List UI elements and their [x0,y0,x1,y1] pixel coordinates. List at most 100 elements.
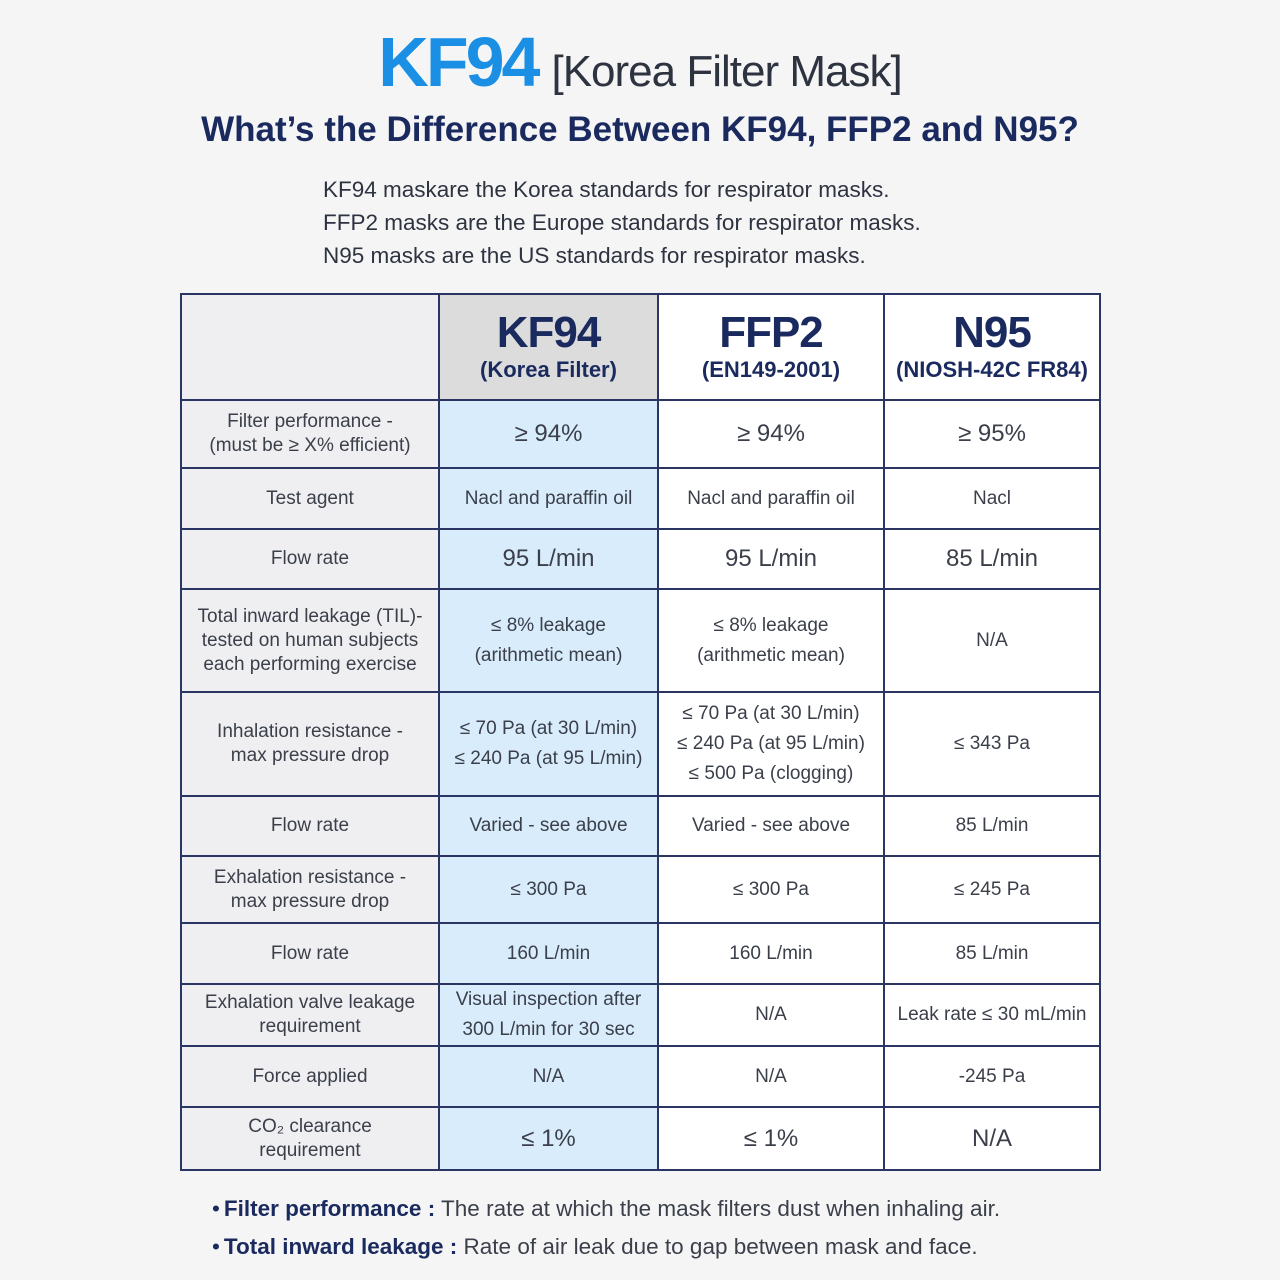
footnote: • Filter performance : The rate at which … [212,1190,1000,1228]
intro-line: KF94 maskare the Korea standards for res… [323,177,890,202]
footnotes: • Filter performance : The rate at which … [212,1190,1000,1266]
cell-value-line: Nacl and paraffin oil [687,487,855,509]
cell-ffp2: 95 L/min [657,528,885,590]
cell-value-line: Leak rate ≤ 30 mL/min [897,1004,1087,1025]
bullet-icon: • [212,1234,220,1259]
cell-value-line: Varied - see above [691,815,851,836]
table-body: Filter performance - (must be ≥ X% effici… [180,399,1101,1171]
cell-value-line: N/A [755,1065,787,1087]
cell-value-line: ≤ 70 Pa (at 30 L/min) [682,703,860,724]
cell-value-line: Varied - see above [469,815,628,836]
intro-line: N95 masks are the US standards for respi… [323,243,866,268]
footnote-term: Filter performance : [223,1196,436,1221]
cell-value-line: ≥ 95% [958,420,1026,447]
row-label-cell: Test agent [180,467,440,530]
cell-value-line: ≤ 300 Pa [733,878,809,900]
cell-value-line: 95 L/min [724,545,818,572]
cell-kf94: 95 L/min [438,528,659,590]
table-header-row: KF94 (Korea Filter) FFP2 (EN149-2001) N9… [180,293,1101,401]
cell-value-line: ≤ 240 Pa (at 95 L/min) [454,748,643,769]
cell-value-line: Visual inspection after [455,989,642,1010]
cell-value-line: (arithmetic mean) [697,644,845,666]
cell-n95: 85 L/min [883,528,1101,590]
column-header-standard: (Korea Filter) [480,357,617,382]
cell-value-line: ≤ 245 Pa [954,878,1030,900]
row-label-line: Flow rate [270,548,350,569]
brand-title: KF94 [378,23,540,101]
cell-n95: ≤ 245 Pa [883,855,1101,924]
row-label-line: Exhalation valve leakage [204,992,416,1013]
cell-kf94: 160 L/min [438,922,659,985]
row-label-cell: Flow rate [180,922,440,985]
table-row: Exhalation valve leakage requirement Visua… [180,983,1101,1047]
cell-n95: N/A [883,588,1101,693]
row-label-cell: Flow rate [180,528,440,590]
footnote: • Total inward leakage : Rate of air leak… [212,1228,1000,1266]
row-label-cell: Force applied [180,1045,440,1108]
footnote-text: The rate at which the mask filters dust … [435,1196,1001,1221]
cell-kf94: ≥ 94% [438,399,659,469]
header-corner-cell [180,293,440,401]
cell-ffp2: 160 L/min [657,922,885,985]
row-label-line: CO₂ clearance [248,1115,372,1137]
row-label-line: requirement [259,1016,361,1037]
column-header-name: FFP2 [719,308,824,357]
intro-line: FFP2 masks are the Europe standards for … [323,210,921,235]
cell-value-line: 300 L/min for 30 sec [462,1019,635,1040]
row-label-line: Inhalation resistance - [217,721,403,742]
cell-value-line: 85 L/min [955,942,1029,964]
cell-value-line: ≥ 94% [514,420,583,447]
row-label-cell: Filter performance - (must be ≥ X% effici… [180,399,440,469]
bullet-icon: • [212,1196,220,1221]
cell-value-line: ≤ 1% [521,1124,576,1152]
cell-n95: 85 L/min [883,795,1101,857]
cell-kf94: Varied - see above [438,795,659,857]
row-label-cell: CO₂ clearance requirement [180,1106,440,1171]
table-row: Exhalation resistance - max pressure drop… [180,855,1101,924]
intro-text: KF94 maskare the Korea standards for res… [323,173,921,272]
column-header-kf94: KF94 (Korea Filter) [438,293,659,401]
cell-value-line: ≥ 94% [737,420,805,447]
cell-kf94: Nacl and paraffin oil [438,467,659,530]
cell-n95: N/A [883,1106,1101,1171]
table-row: Flow rate 95 L/min 95 L/min 85 L/min [180,528,1101,590]
cell-kf94: Visual inspection after 300 L/min for 30 … [438,983,659,1047]
cell-ffp2: ≥ 94% [657,399,885,469]
cell-value-line: Nacl [972,487,1011,509]
row-label-line: Exhalation resistance - [213,866,407,888]
row-label-line: Flow rate [270,815,350,836]
cell-kf94: ≤ 300 Pa [438,855,659,924]
row-label-cell: Exhalation resistance - max pressure drop [180,855,440,924]
row-label-line: Force applied [252,1065,368,1087]
cell-kf94: N/A [438,1045,659,1108]
cell-value-line: 85 L/min [955,815,1029,836]
cell-value-line: ≤ 8% leakage [490,614,606,636]
cell-n95: Nacl [883,467,1101,530]
cell-ffp2: ≤ 8% leakage (arithmetic mean) [657,588,885,693]
row-label-line: (must be ≥ X% efficient) [209,435,411,456]
cell-n95: 85 L/min [883,922,1101,985]
brand-subtitle: [Korea Filter Mask] [551,47,902,96]
cell-value-line: 160 L/min [729,942,813,964]
cell-value-line: ≤ 343 Pa [954,733,1030,754]
row-label-line: max pressure drop [230,890,390,912]
cell-value-line: N/A [976,629,1008,651]
row-label-cell: Flow rate [180,795,440,857]
table-row: Flow rate Varied - see above Varied - see … [180,795,1101,857]
table-row: Test agent Nacl and paraffin oil Nacl and … [180,467,1101,530]
row-label-line: each performing exercise [203,653,417,675]
cell-value-line: 85 L/min [945,545,1039,572]
row-label-line: requirement [259,1139,361,1161]
cell-value-line: 160 L/min [506,942,591,964]
table-row: Flow rate 160 L/min 160 L/min 85 L/min [180,922,1101,985]
cell-value-line: N/A [532,1065,565,1087]
cell-value-line: ≤ 240 Pa (at 95 L/min) [677,733,865,754]
cell-value-line: ≤ 1% [743,1124,799,1152]
cell-n95: -245 Pa [883,1045,1101,1108]
cell-value-line: ≤ 8% leakage [713,614,829,636]
column-header-standard: (NIOSH-42C FR84) [896,357,1088,382]
cell-ffp2: Varied - see above [657,795,885,857]
column-header-name: KF94 [496,308,602,357]
table-row: CO₂ clearance requirement ≤ 1% ≤ 1% N/A [180,1106,1101,1171]
